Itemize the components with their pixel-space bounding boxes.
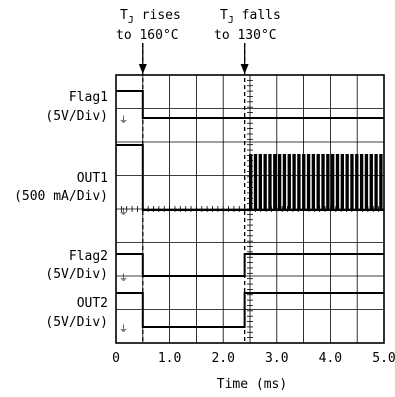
out2-scale: (5V/Div): [45, 315, 108, 330]
flag1-trace: [116, 90, 384, 119]
out1-pulse: [253, 154, 258, 210]
annotation-rises-line2: to 160°C: [116, 28, 179, 43]
annotation-falls-line1: TJ falls: [220, 8, 281, 26]
flag1-label: Flag1: [69, 90, 108, 105]
annotation-rises-line1: TJ rises: [120, 8, 181, 26]
out1-pulse: [374, 154, 378, 210]
ground-marker: ⏚: [119, 115, 128, 126]
ground-marker: ⏚: [119, 324, 128, 335]
out1-pulse: [302, 154, 306, 210]
out2-label: OUT2: [77, 296, 108, 311]
annotation-falls: TJ falls to 130°C: [214, 8, 281, 43]
out1-pulse: [350, 154, 354, 210]
x-tick-label: 5.0: [372, 351, 395, 366]
out1-scale: (500 mA/Div): [14, 189, 108, 204]
x-tick-label: 0: [112, 351, 120, 366]
out1-trace: [116, 144, 245, 211]
out1-pulse: [258, 154, 262, 210]
out1-pulse: [249, 154, 253, 210]
out1-pulse: [306, 154, 311, 210]
out1-pulse: [277, 154, 282, 210]
out1-pulse: [273, 154, 277, 210]
x-axis-label: Time (ms): [217, 377, 287, 392]
out1-pulse: [359, 154, 364, 210]
out1-pulse: [335, 154, 340, 210]
out1-pulse: [379, 154, 383, 210]
out1-label: OUT1: [77, 171, 108, 186]
annotation-falls-line2: to 130°C: [214, 28, 277, 43]
flag1-scale: (5V/Div): [45, 109, 108, 124]
out1-pulse: [316, 154, 320, 210]
out1-pulse: [326, 154, 330, 210]
out1-pulse: [364, 154, 369, 210]
ground-marker: ⏚: [119, 207, 128, 218]
annotation-rises: TJ rises to 160°C: [116, 8, 181, 43]
flag2-scale: (5V/Div): [45, 267, 108, 282]
out1-pulse: [311, 154, 316, 210]
x-tick-label: 3.0: [265, 351, 288, 366]
out1-pulse: [345, 154, 349, 210]
out1-pulse: [268, 154, 272, 210]
ground-marker: ⏚: [119, 273, 128, 284]
out1-pulse: [321, 154, 325, 210]
out2-trace: [116, 292, 384, 328]
out1-pulse: [297, 154, 301, 210]
out1-pulse: [292, 154, 296, 210]
out1-pulses: [244, 154, 384, 211]
out1-pulse: [287, 154, 291, 210]
out1-pulse: [369, 154, 373, 210]
arrow-head: [138, 64, 147, 74]
flag2-label: Flag2: [69, 249, 108, 264]
arrow-head: [240, 64, 249, 74]
out1-pulse: [282, 154, 287, 210]
plot-area: ⏚ ⏚ ⏚ ⏚: [115, 43, 385, 344]
out1-pulse: [331, 154, 335, 210]
x-tick-label: 2.0: [211, 351, 234, 366]
out1-pulse: [340, 154, 344, 210]
x-tick-label: 4.0: [319, 351, 342, 366]
x-tick-label: 1.0: [158, 351, 181, 366]
out1-pulse: [263, 154, 267, 210]
flag2-trace: [116, 253, 384, 277]
out1-pulse: [355, 154, 359, 210]
